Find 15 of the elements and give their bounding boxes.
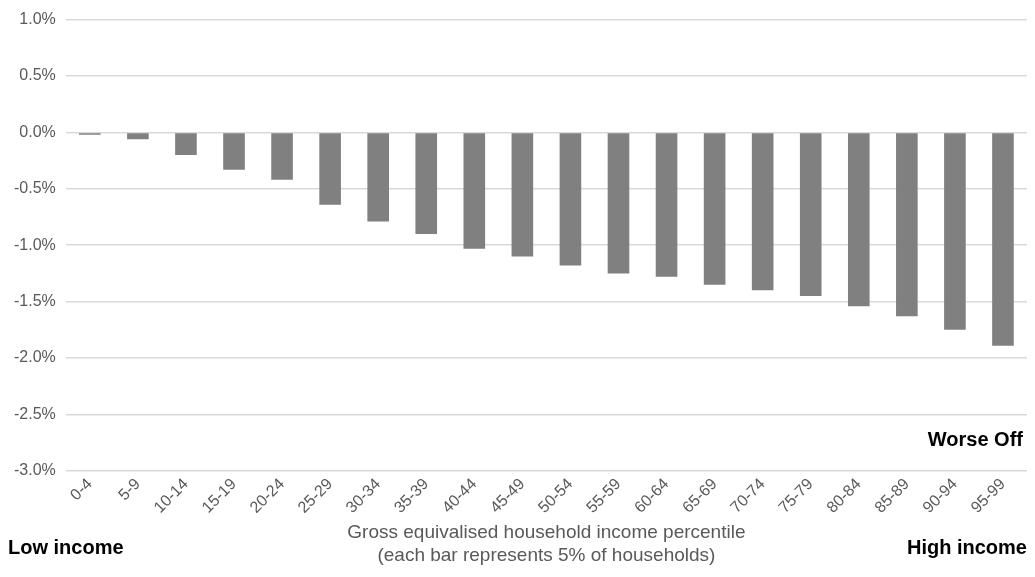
y-tick-label: -2.0% <box>14 348 56 366</box>
y-tick-label: 0.5% <box>19 66 56 84</box>
y-tick-label: -2.5% <box>14 404 56 422</box>
y-tick-label: -1.0% <box>14 235 56 253</box>
y-tick-label: -0.5% <box>14 179 56 197</box>
x-tick-label: 0-4 <box>66 474 96 504</box>
y-tick-label: 1.0% <box>19 10 56 28</box>
text: High income <box>906 535 1027 558</box>
y-tick-label: 0.0% <box>19 122 56 140</box>
y-tick-label: -1.5% <box>14 292 56 310</box>
text: Low income <box>8 535 124 558</box>
x-axis-title: Gross equivalised household income percentile (each bar represents 5% of households) <box>347 521 746 565</box>
y-tick-label: -3.0% <box>14 461 56 479</box>
annotation: Worse Off <box>927 428 1024 451</box>
x-tick-label: 5-9 <box>114 474 144 504</box>
